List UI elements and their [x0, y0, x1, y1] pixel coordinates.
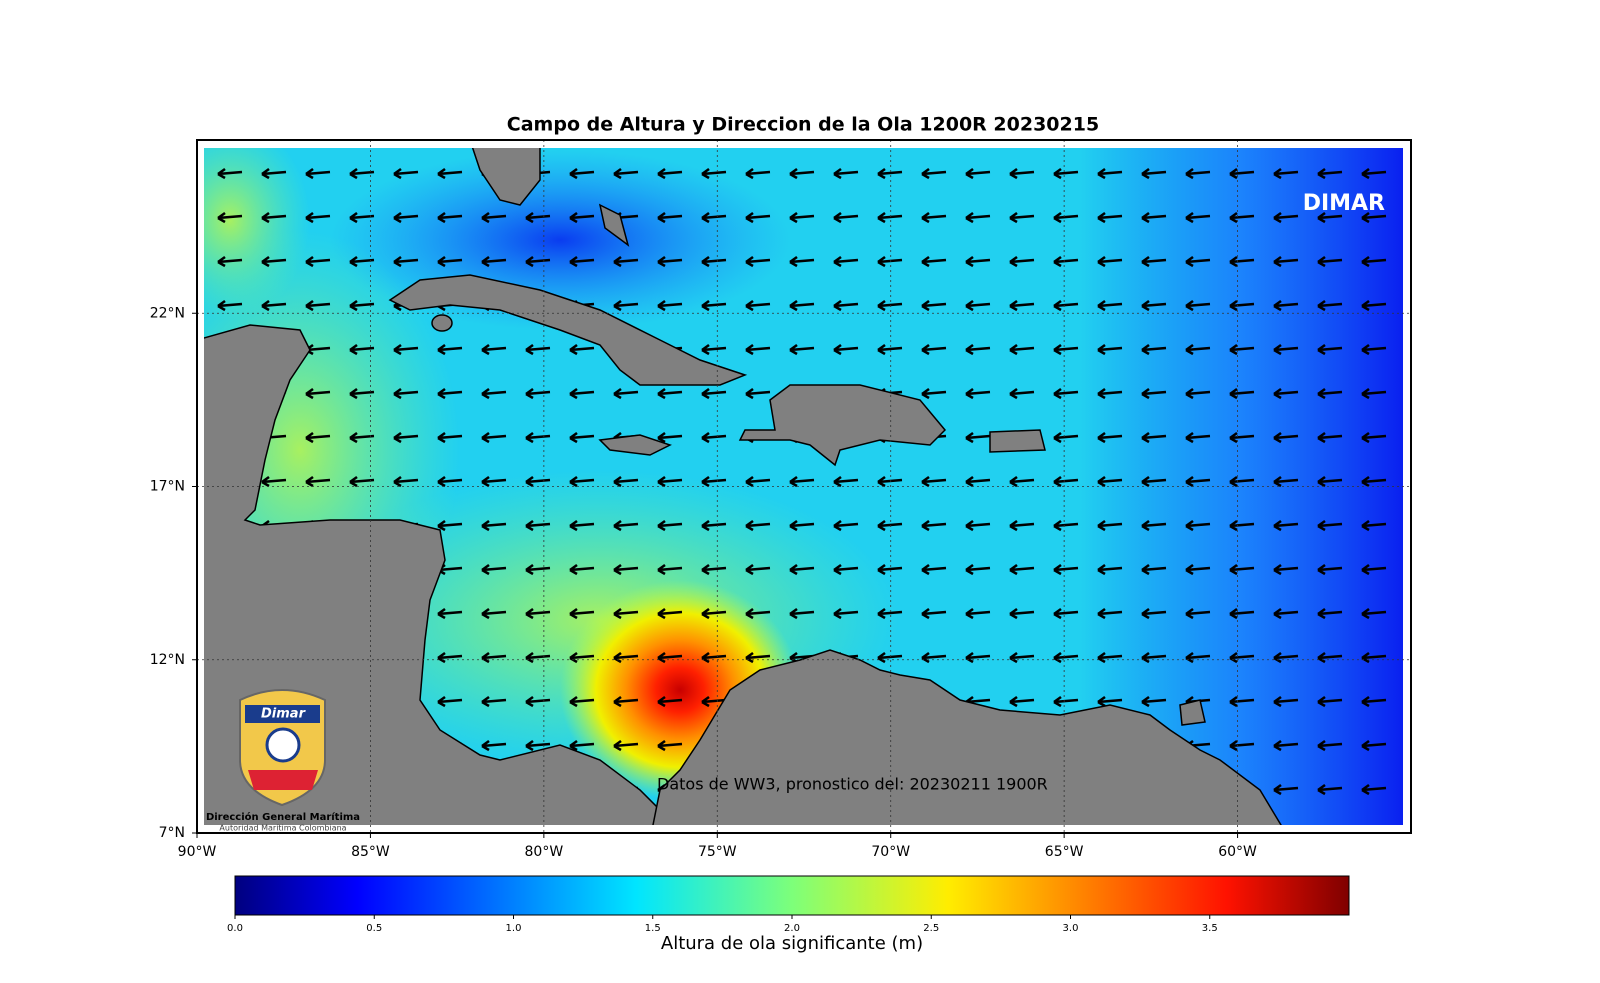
y-tick-label: 17°N: [150, 479, 185, 495]
x-tick-label: 85°W: [351, 844, 390, 860]
logo-subtitle: Autoridad Marítima Colombiana: [219, 824, 346, 833]
x-tick-label: 65°W: [1045, 844, 1084, 860]
logo-brand: Dimar: [261, 707, 307, 722]
colorbar-label: Altura de ola significante (m): [661, 933, 923, 954]
x-tick-label: 90°W: [178, 844, 217, 860]
y-tick-label: 22°N: [150, 305, 185, 321]
brand-label: DIMAR: [1303, 191, 1385, 216]
logo: Dimar Dirección General Marítima Autorid…: [206, 689, 360, 833]
y-tick-label: 7°N: [159, 825, 185, 841]
y-tick-label: 12°N: [150, 652, 185, 668]
x-tick-label: 80°W: [525, 844, 564, 860]
colorbar-tick-label: 3.5: [1202, 923, 1218, 934]
land: [204, 148, 1282, 825]
x-tick-label: 60°W: [1218, 844, 1257, 860]
x-tick-label: 70°W: [871, 844, 910, 860]
colorbar-tick-label: 2.5: [923, 923, 939, 934]
x-tick-label: 75°W: [698, 844, 737, 860]
colorbar-tick-label: 1.5: [645, 923, 661, 934]
wave-field: [204, 148, 1403, 825]
colorbar-tick-label: 1.0: [506, 923, 522, 934]
chart-title: Campo de Altura y Direccion de la Ola 12…: [507, 114, 1099, 136]
colorbar: [234, 875, 1350, 916]
colorbar-tick-label: 2.0: [784, 923, 800, 934]
logo-title: Dirección General Marítima: [206, 811, 360, 823]
colorbar-tick-label: 0.5: [366, 923, 382, 934]
colorbar-tick-label: 3.0: [1063, 923, 1079, 934]
annotation: Datos de WW3, pronostico del: 20230211 1…: [657, 775, 1048, 794]
colorbar-tick-label: 0.0: [227, 923, 243, 934]
